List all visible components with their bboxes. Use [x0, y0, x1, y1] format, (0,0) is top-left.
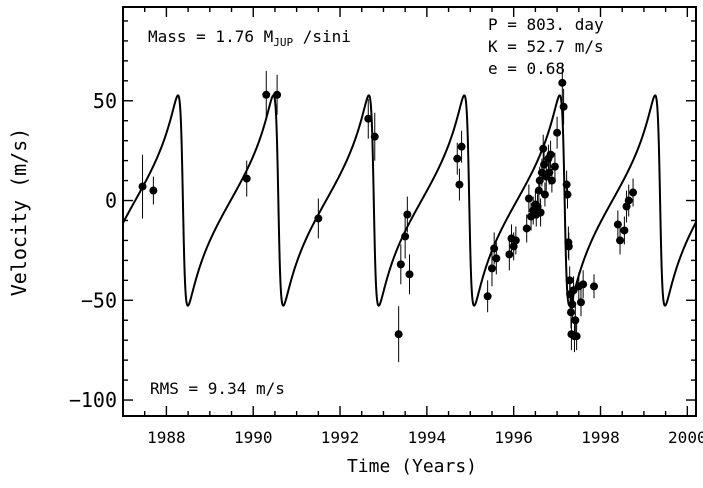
y-axis-label: Velocity (m/s)	[7, 128, 31, 297]
orbit-model-curve	[122, 94, 697, 307]
data-point	[564, 242, 573, 251]
eccentricity-annotation: e = 0.68	[488, 59, 565, 78]
mass-tail: /sini	[293, 27, 351, 46]
data-point	[547, 176, 556, 185]
data-point	[455, 180, 464, 189]
x-tick-label: 1990	[234, 428, 273, 447]
data-point	[616, 236, 625, 245]
y-tick-label: 0	[105, 189, 117, 213]
data-point	[524, 194, 533, 203]
data-point	[487, 264, 496, 273]
data-point	[490, 244, 499, 253]
rms-annotation: RMS = 9.34 m/s	[150, 379, 285, 398]
x-tick-label: 1988	[147, 428, 186, 447]
data-point	[589, 282, 598, 291]
x-tick-label: 1998	[581, 428, 620, 447]
data-point	[620, 226, 629, 235]
y-tick-label: −100	[69, 388, 117, 412]
data-point	[364, 114, 373, 123]
x-tick-label: 2000	[668, 428, 703, 447]
data-point	[563, 190, 572, 199]
data-point	[401, 232, 410, 241]
data-point	[394, 330, 403, 339]
data-point	[576, 298, 585, 307]
y-tick-label: −50	[81, 288, 117, 312]
data-point	[403, 210, 412, 219]
x-tick-label: 1996	[494, 428, 533, 447]
data-point	[522, 224, 531, 233]
data-point	[242, 174, 251, 183]
mass-annotation: Mass = 1.76 MJUP /sini	[148, 27, 351, 49]
data-point	[533, 202, 542, 211]
data-point	[629, 188, 638, 197]
x-axis-label: Time (Years)	[347, 456, 477, 477]
data-point	[511, 236, 520, 245]
data-point	[571, 316, 580, 325]
data-point	[405, 270, 414, 279]
data-point	[262, 90, 271, 99]
data-point	[457, 142, 466, 151]
data-point	[539, 144, 548, 153]
axis-ticks	[122, 7, 696, 416]
data-points	[138, 62, 638, 363]
data-point	[572, 332, 581, 341]
x-tick-label: 1994	[408, 428, 447, 447]
plot-frame	[122, 6, 697, 417]
data-point	[483, 292, 492, 301]
period-annotation: P = 803. day	[488, 15, 604, 34]
x-tick-labels: 1988 1990 1992 1994 1996 1998 2000	[147, 428, 703, 447]
data-point	[559, 102, 568, 111]
data-point	[553, 128, 562, 137]
data-point	[624, 196, 633, 205]
amplitude-annotation: K = 52.7 m/s	[488, 37, 604, 56]
y-tick-label: 50	[93, 89, 117, 113]
data-point	[370, 132, 379, 141]
data-point	[505, 250, 514, 259]
data-point	[138, 182, 147, 191]
data-point	[536, 208, 545, 217]
data-point	[149, 186, 158, 195]
x-tick-label: 1992	[321, 428, 360, 447]
data-point	[546, 150, 555, 159]
data-point	[568, 300, 577, 309]
data-point	[492, 254, 501, 263]
data-point	[562, 180, 571, 189]
data-point	[558, 78, 567, 87]
data-point	[579, 280, 588, 289]
data-point	[613, 220, 622, 229]
mass-subscript: JUP	[273, 36, 293, 49]
data-point	[396, 260, 405, 269]
data-point	[545, 168, 554, 177]
data-point	[273, 90, 282, 99]
data-point	[540, 190, 549, 199]
data-point	[314, 214, 323, 223]
y-tick-labels: 50 0 −50 −100	[69, 89, 117, 412]
data-point	[550, 162, 559, 171]
data-point	[453, 154, 462, 163]
data-point	[566, 308, 575, 317]
mass-text: Mass = 1.76 M	[148, 27, 273, 46]
data-point	[534, 186, 543, 195]
